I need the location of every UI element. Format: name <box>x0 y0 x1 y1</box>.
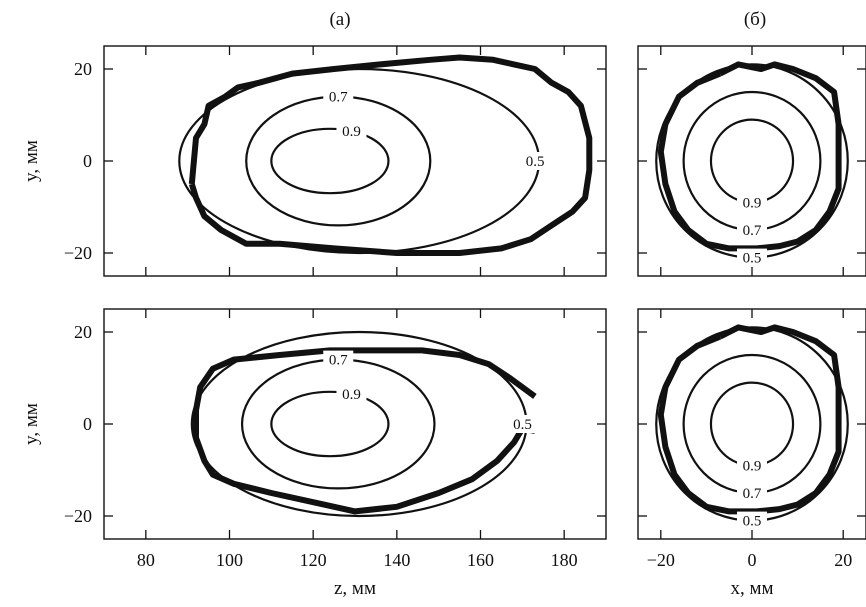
contour-label-0.7: 0.7 <box>329 90 348 106</box>
y-axis-label: y, мм <box>21 140 42 182</box>
contour-label-bg <box>520 152 551 170</box>
plot-area: 0.9 0.7 0.5 <box>655 61 849 267</box>
x-tick-label: 80 <box>137 550 155 570</box>
panel-label-b: (б) <box>744 9 766 30</box>
contour-label-0.9: 0.9 <box>743 195 762 211</box>
contour-label-0.9: 0.9 <box>743 458 762 474</box>
x-axis-label: x, мм <box>730 578 773 599</box>
contour-label-bg <box>507 415 538 433</box>
contour-level-0.9 <box>709 118 795 204</box>
contour-label-0.5: 0.5 <box>526 154 545 170</box>
axes-frame <box>637 308 866 540</box>
contour-level-0.7 <box>245 95 432 227</box>
x-tick-label: −20 <box>647 550 675 570</box>
x-tick-label: 140 <box>383 550 410 570</box>
x-tick-label: 100 <box>216 550 243 570</box>
y-tick-label: 0 <box>83 414 92 434</box>
contour-label-0.7: 0.7 <box>329 353 348 369</box>
x-tick-label: 20 <box>834 550 852 570</box>
x-tick-label: 120 <box>300 550 327 570</box>
contour-label-bg <box>737 456 767 475</box>
plots: 0.9 0.7 0.5 −20 0 20 y, мм 0.9 0.7 0.5 0.9 0.7 0.5 80… <box>21 45 866 599</box>
x-tick-label: 180 <box>551 550 578 570</box>
x-tick-label: 160 <box>467 550 494 570</box>
contour-label-bg <box>737 248 767 267</box>
contour-label-0.7: 0.7 <box>743 486 762 502</box>
contour-label-bg <box>323 87 354 106</box>
plot-area: 0.9 0.7 0.5 <box>190 330 538 518</box>
panel-label-a: (a) <box>329 9 350 30</box>
x-axis-label: z, мм <box>334 578 376 599</box>
axes-frame <box>637 45 866 277</box>
contour-label-bg <box>336 385 367 404</box>
y-tick-label: −20 <box>64 243 92 263</box>
plot-panel-2: 0.9 0.7 0.5 80 100 120 140 160 180 −20 0 20 y, мм z, … <box>21 308 607 599</box>
contour-level-0.9 <box>270 127 390 195</box>
plot-panel-3: 0.9 0.7 0.5 −20 0 20 x, мм <box>637 308 866 599</box>
contour-level-0.9 <box>270 390 390 458</box>
contour-level-0.9 <box>709 381 795 467</box>
y-tick-label: −20 <box>64 506 92 526</box>
contour-label-0.7: 0.7 <box>743 223 762 239</box>
y-tick-label: 20 <box>74 59 92 79</box>
contour-label-bg <box>737 193 767 212</box>
y-tick-label: 20 <box>74 322 92 342</box>
measured-contour <box>188 54 593 256</box>
contour-label-bg <box>737 511 767 530</box>
measured-contour <box>657 61 842 252</box>
contour-label-bg <box>737 221 767 239</box>
contour-label-0.5: 0.5 <box>513 417 532 433</box>
contour-level-0.5 <box>178 67 541 255</box>
measured-contour <box>657 324 842 515</box>
measured-contour <box>193 347 537 515</box>
contour-label-0.5: 0.5 <box>743 514 762 530</box>
y-tick-label: 0 <box>83 151 92 171</box>
plot-area: 0.9 0.7 0.5 <box>178 54 593 256</box>
contour-label-0.9: 0.9 <box>342 124 361 140</box>
y-axis-label: y, мм <box>21 403 42 445</box>
plot-panel-1: 0.9 0.7 0.5 <box>637 45 866 277</box>
contour-label-bg <box>323 350 354 369</box>
contour-label-0.9: 0.9 <box>342 387 361 403</box>
contour-label-bg <box>737 484 767 502</box>
x-tick-label: 0 <box>748 550 757 570</box>
plot-panel-0: 0.9 0.7 0.5 −20 0 20 y, мм <box>21 45 607 277</box>
contour-label-bg <box>336 122 367 141</box>
plot-area: 0.9 0.7 0.5 <box>655 324 849 530</box>
contour-label-0.5: 0.5 <box>743 251 762 267</box>
